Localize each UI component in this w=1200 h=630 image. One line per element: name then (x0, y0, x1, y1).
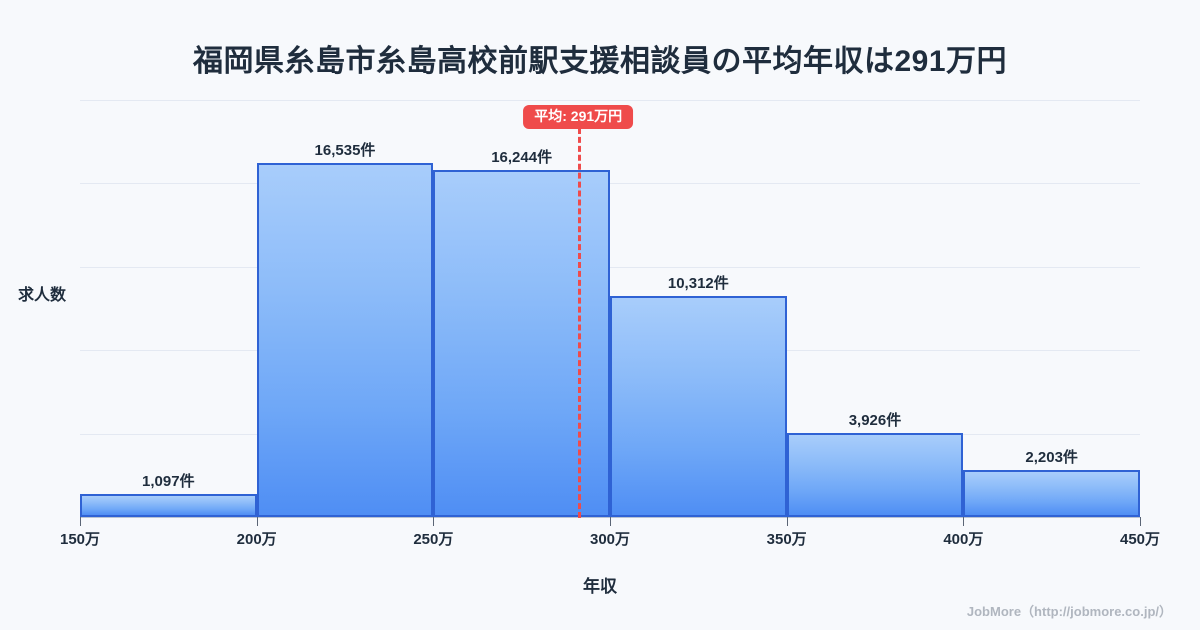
bar-value-label: 3,926件 (848, 412, 902, 430)
histogram-bar[interactable] (963, 469, 1140, 517)
histogram-bar[interactable] (610, 296, 787, 517)
average-badge: 平均: 291万円 (523, 105, 634, 130)
y-axis-title: 求人数 (18, 287, 67, 304)
x-axis-tick (80, 517, 81, 526)
histogram-bar[interactable] (256, 163, 434, 517)
x-axis-tick-label: 450万 (1119, 531, 1161, 548)
x-axis-tick-label: 300万 (589, 531, 631, 548)
x-axis-title: 年収 (583, 577, 617, 596)
histogram-bar[interactable] (786, 433, 964, 517)
bar-value-label: 1,097件 (142, 472, 195, 490)
histogram-bar[interactable] (433, 169, 610, 517)
x-axis-tick-label: 400万 (943, 531, 984, 548)
x-axis-tick-label: 350万 (766, 531, 807, 548)
footer-credit: JobMore（http://jobmore.co.jp/） (966, 604, 1172, 619)
x-axis-tick (610, 517, 611, 526)
gridline (80, 183, 1140, 184)
average-line (578, 128, 582, 518)
page-title: 福岡県糸島市糸島高校前駅支援相談員の平均年収は291万円 (192, 45, 1008, 78)
x-axis-tick (963, 517, 965, 526)
x-axis-tick (256, 517, 258, 526)
histogram-bar[interactable] (80, 493, 257, 517)
bar-value-label: 2,203件 (1025, 448, 1078, 466)
gridline (80, 100, 1140, 101)
x-axis-tick (786, 517, 788, 526)
x-axis-tick-label: 250万 (413, 531, 454, 548)
bar-value-label: 10,312件 (667, 275, 729, 293)
x-axis-tick (1140, 517, 1141, 526)
x-axis-tick-label: 200万 (236, 531, 277, 548)
bar-value-label: 16,244件 (491, 148, 553, 166)
gridline (80, 267, 1140, 268)
bar-value-label: 16,535件 (314, 142, 376, 160)
x-axis-tick (433, 517, 435, 526)
x-axis-tick-label: 150万 (59, 531, 101, 548)
